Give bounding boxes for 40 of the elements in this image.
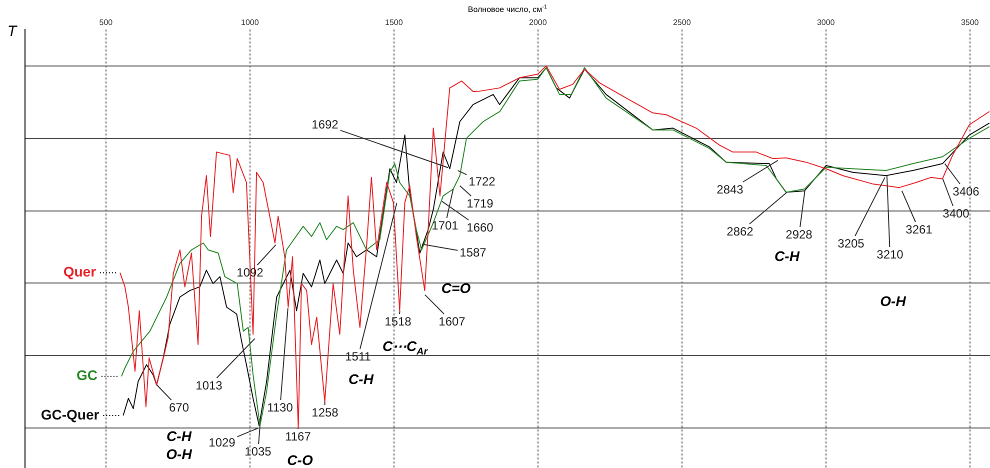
- annotation: 1035: [244, 444, 272, 458]
- series-label: Quer: [63, 264, 97, 280]
- annotation: C-H: [774, 248, 800, 264]
- annotation: 670: [168, 400, 190, 414]
- annotation: C-H: [348, 370, 374, 387]
- annotation: 1013: [196, 378, 223, 392]
- annotation: 1587: [460, 245, 487, 260]
- annotation: 1660: [466, 220, 494, 234]
- x-tick-label: 3000: [816, 18, 836, 28]
- annotation: C=O: [441, 280, 471, 296]
- annotation: 1518: [384, 314, 412, 328]
- x-tick-label: 1000: [241, 18, 260, 28]
- x-tick-label: 3500: [960, 18, 980, 28]
- annotation: 3261: [906, 222, 933, 236]
- annotation: 1692: [312, 117, 339, 132]
- annotation: 2862: [726, 224, 754, 238]
- annotation: 1719: [466, 196, 494, 210]
- annotation: 1029: [208, 435, 236, 450]
- x-tick-label: 2500: [672, 18, 692, 28]
- x-tick-label: 500: [99, 18, 114, 28]
- annotation: 3406: [952, 184, 980, 198]
- y-axis-title: T: [7, 23, 18, 40]
- series-label: GC: [76, 367, 98, 384]
- annotation: 3205: [838, 236, 865, 250]
- annotation: 3210: [876, 247, 904, 262]
- x-tick-label: 1500: [384, 18, 404, 28]
- annotation: C-H: [166, 428, 192, 444]
- annotation: 1722: [468, 174, 496, 188]
- annotation: 2843: [716, 182, 744, 196]
- annotation: 1258: [312, 405, 339, 420]
- annotation: 1701: [432, 218, 459, 232]
- annotation: 2928: [786, 227, 813, 242]
- series-label: GC-Quer: [40, 406, 100, 422]
- text: O-H: [166, 446, 193, 462]
- text: C-O: [287, 452, 313, 468]
- x-tick-label: 2000: [528, 18, 548, 28]
- annotation: 1130: [267, 400, 294, 414]
- annotation: 1607: [438, 314, 466, 328]
- annotation: O-H: [880, 292, 907, 309]
- annotation: 1167: [285, 429, 312, 444]
